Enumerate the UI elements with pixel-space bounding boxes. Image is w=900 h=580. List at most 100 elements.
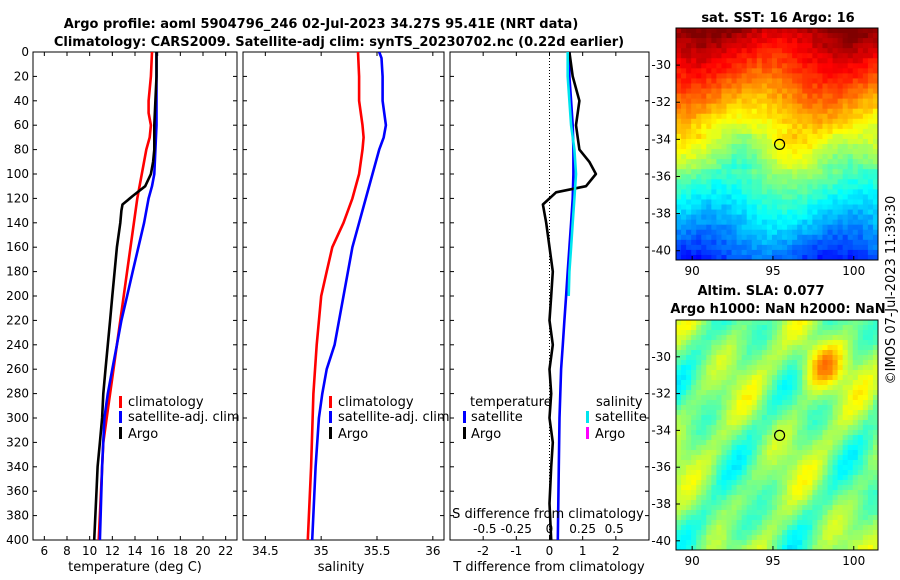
map-cell <box>746 244 753 251</box>
map-cell <box>716 475 723 481</box>
map-cell <box>706 149 712 155</box>
map-cell <box>822 360 829 366</box>
map-cell <box>696 430 702 436</box>
map-cell <box>812 470 818 476</box>
map-cell <box>751 184 758 190</box>
map-cell <box>676 390 682 396</box>
map-cell <box>676 450 682 456</box>
map-cell <box>822 98 829 105</box>
map-cell <box>862 340 869 346</box>
map-cell <box>827 445 834 451</box>
map-cell <box>716 485 723 491</box>
map-cell <box>706 53 712 59</box>
map-cell <box>782 144 788 150</box>
map-cell <box>842 53 849 59</box>
map-cell <box>807 395 813 401</box>
map-cell <box>751 43 758 49</box>
map-cell <box>701 480 707 486</box>
map-cell <box>726 209 733 216</box>
map-cell <box>782 78 788 85</box>
map-cell <box>802 244 808 251</box>
map-cell <box>812 204 818 211</box>
map-cell <box>706 405 712 411</box>
map-cell <box>837 320 844 326</box>
map-cell <box>711 400 717 406</box>
map-cell <box>807 133 813 140</box>
sst-map-title: sat. SST: 16 Argo: 16 <box>701 11 854 26</box>
map-cell <box>847 108 854 115</box>
map-cell <box>691 118 697 125</box>
map-cell <box>716 239 723 246</box>
map-cell <box>756 184 763 190</box>
map-cell <box>777 480 783 486</box>
map-cell <box>857 199 864 206</box>
map-cell <box>842 375 849 381</box>
map-cell <box>872 430 878 436</box>
map-cell <box>782 254 788 260</box>
map-cell <box>872 490 878 496</box>
map-cell <box>837 355 844 361</box>
map-cell <box>802 505 808 511</box>
map-cell <box>756 505 763 511</box>
map-cell <box>721 465 728 471</box>
map-cell <box>792 179 798 185</box>
map-cell <box>756 239 763 246</box>
map-cell <box>706 128 712 135</box>
map-cell <box>696 68 702 74</box>
map-cell <box>756 395 763 401</box>
map-cell <box>797 33 803 39</box>
map-cell <box>777 350 783 356</box>
map-cell <box>837 340 844 346</box>
map-cell <box>777 249 783 256</box>
map-cell <box>706 214 712 221</box>
map-cell <box>701 83 707 90</box>
map-cell <box>852 410 859 416</box>
map-cell <box>726 159 733 165</box>
map-cell <box>822 159 829 165</box>
map-cell <box>847 545 854 550</box>
map-cell <box>746 505 753 511</box>
map-cell <box>746 93 753 100</box>
map-cell <box>691 244 697 251</box>
map-cell <box>731 360 738 366</box>
map-cell <box>777 38 783 44</box>
map-cell <box>711 184 717 190</box>
map-cell <box>746 545 753 550</box>
map-cell <box>766 530 773 536</box>
map-cell <box>822 365 829 371</box>
map-cell <box>751 194 758 201</box>
map-cell <box>812 455 818 461</box>
map-cell <box>741 68 748 74</box>
map-cell <box>857 68 864 74</box>
map-cell <box>746 149 753 155</box>
map-cell <box>746 430 753 436</box>
map-cell <box>716 495 723 501</box>
map-cell <box>691 460 697 466</box>
map-cell <box>741 53 748 59</box>
map-cell <box>872 465 878 471</box>
map-cell <box>812 370 818 376</box>
map-cell <box>842 395 849 401</box>
map-cell <box>711 365 717 371</box>
map-cell <box>857 219 864 226</box>
map-cell <box>746 355 753 361</box>
map-cell <box>681 335 687 341</box>
map-cell <box>681 113 687 120</box>
map-cell <box>701 320 707 326</box>
map-cell <box>862 53 869 59</box>
map-cell <box>787 530 793 536</box>
map-cell <box>857 38 864 44</box>
map-cell <box>822 184 829 190</box>
map-cell <box>827 500 834 506</box>
map-cell <box>777 515 783 521</box>
map-cell <box>771 149 778 155</box>
map-cell <box>797 340 803 346</box>
map-cell <box>792 194 798 201</box>
map-cell <box>862 435 869 441</box>
map-cell <box>867 133 874 140</box>
map-cell <box>701 390 707 396</box>
map-cell <box>777 254 783 260</box>
map-cell <box>716 33 723 39</box>
map-cell <box>867 63 874 69</box>
map-cell <box>867 355 874 361</box>
